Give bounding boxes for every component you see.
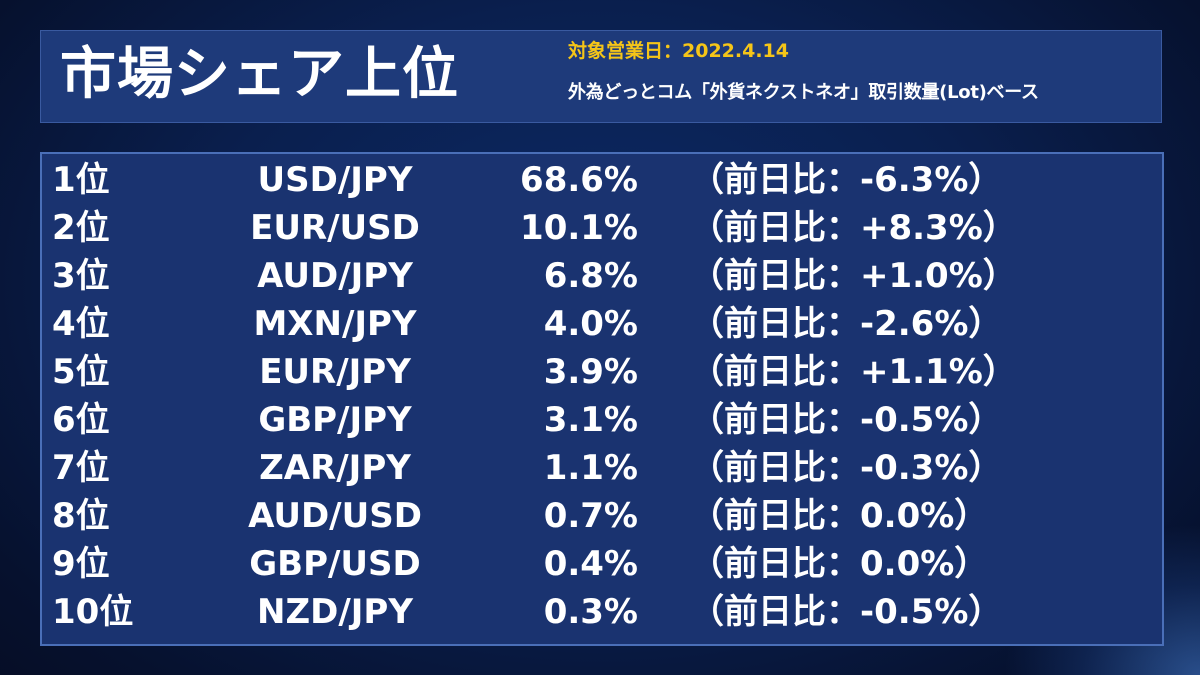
rank-cell: 10位 (52, 592, 134, 632)
page-title: 市場シェア上位 (60, 42, 459, 107)
currency-pair-cell: AUD/JPY (257, 256, 413, 296)
currency-pair-cell: GBP/JPY (258, 400, 412, 440)
currency-pair-cell: USD/JPY (257, 160, 413, 200)
table-row: 1位 USD/JPY 68.6% （前日比：-6.3%） (0, 156, 1200, 204)
table-row: 7位 ZAR/JPY 1.1% （前日比：-0.3%） (0, 444, 1200, 492)
change-cell: （前日比：+8.3%） (690, 208, 1017, 248)
rank-cell: 2位 (52, 208, 110, 248)
basis-note: 外為どっとコム「外貨ネクストネオ」取引数量(Lot)ベース (568, 82, 1039, 103)
change-cell: （前日比：-2.6%） (690, 304, 1003, 344)
change-cell: （前日比：0.0%） (690, 496, 989, 536)
share-cell: 1.1% (543, 448, 638, 488)
share-cell: 4.0% (543, 304, 638, 344)
share-cell: 68.6% (520, 160, 638, 200)
currency-pair-cell: GBP/USD (249, 544, 421, 584)
rank-cell: 7位 (52, 448, 110, 488)
change-cell: （前日比：0.0%） (690, 544, 989, 584)
share-cell: 3.1% (543, 400, 638, 440)
change-cell: （前日比：-0.3%） (690, 448, 1003, 488)
change-cell: （前日比：-0.5%） (690, 592, 1003, 632)
rank-cell: 6位 (52, 400, 110, 440)
change-cell: （前日比：-0.5%） (690, 400, 1003, 440)
share-cell: 10.1% (520, 208, 638, 248)
table-row: 2位 EUR/USD 10.1% （前日比：+8.3%） (0, 204, 1200, 252)
market-share-table (40, 152, 1164, 646)
rank-cell: 4位 (52, 304, 110, 344)
table-row: 6位 GBP/JPY 3.1% （前日比：-0.5%） (0, 396, 1200, 444)
share-cell: 0.4% (543, 544, 638, 584)
table-row: 3位 AUD/JPY 6.8% （前日比：+1.0%） (0, 252, 1200, 300)
rank-cell: 8位 (52, 496, 110, 536)
change-cell: （前日比：+1.0%） (690, 256, 1017, 296)
table-row: 10位 NZD/JPY 0.3% （前日比：-0.5%） (0, 588, 1200, 636)
table-row: 9位 GBP/USD 0.4% （前日比：0.0%） (0, 540, 1200, 588)
header-panel (40, 30, 1162, 123)
currency-pair-cell: MXN/JPY (253, 304, 417, 344)
currency-pair-cell: EUR/JPY (259, 352, 411, 392)
currency-pair-cell: AUD/USD (248, 496, 422, 536)
rank-cell: 9位 (52, 544, 110, 584)
table-row: 4位 MXN/JPY 4.0% （前日比：-2.6%） (0, 300, 1200, 348)
table-row: 5位 EUR/JPY 3.9% （前日比：+1.1%） (0, 348, 1200, 396)
business-date: 対象営業日：2022.4.14 (568, 40, 789, 62)
currency-pair-cell: EUR/USD (250, 208, 420, 248)
share-cell: 6.8% (543, 256, 638, 296)
rank-cell: 5位 (52, 352, 110, 392)
change-cell: （前日比：+1.1%） (690, 352, 1017, 392)
rank-cell: 1位 (52, 160, 110, 200)
rank-cell: 3位 (52, 256, 110, 296)
currency-pair-cell: NZD/JPY (257, 592, 413, 632)
currency-pair-cell: ZAR/JPY (259, 448, 411, 488)
table-row: 8位 AUD/USD 0.7% （前日比：0.0%） (0, 492, 1200, 540)
change-cell: （前日比：-6.3%） (690, 160, 1003, 200)
share-cell: 0.7% (543, 496, 638, 536)
share-cell: 3.9% (543, 352, 638, 392)
share-cell: 0.3% (543, 592, 638, 632)
